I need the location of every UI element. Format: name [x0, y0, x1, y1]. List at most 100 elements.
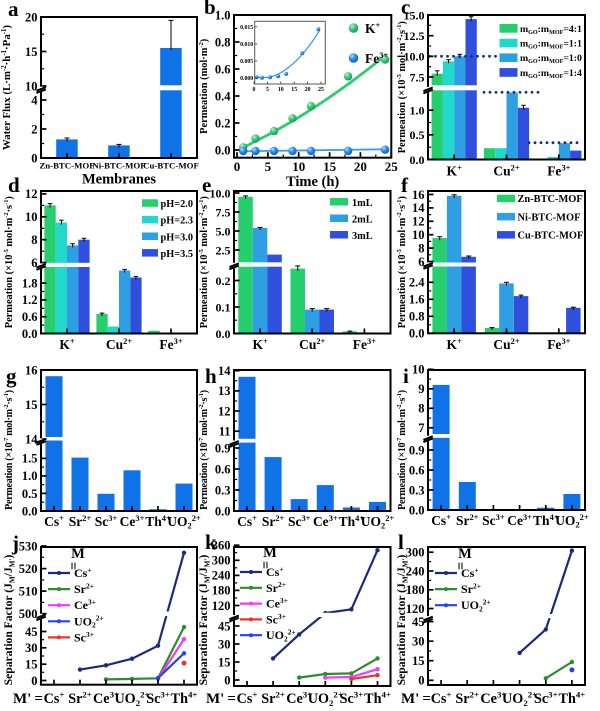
svg-text:Cu-BTC-MOF: Cu-BTC-MOF: [518, 231, 584, 242]
svg-text:10: 10: [412, 228, 425, 242]
svg-text:0.8: 0.8: [215, 35, 231, 49]
svg-text:Ni-BTC-MOF: Ni-BTC-MOF: [92, 161, 145, 171]
svg-text:pH=3.5: pH=3.5: [161, 249, 193, 260]
svg-text:3mL: 3mL: [352, 231, 373, 242]
svg-text:Cs+​: Cs+​: [44, 514, 64, 529]
svg-text:15.0: 15.0: [404, 8, 425, 22]
svg-text:h: h: [205, 364, 217, 388]
svg-text:0: 0: [31, 151, 37, 165]
svg-text:300: 300: [406, 546, 425, 560]
svg-text:1.6: 1.6: [409, 293, 425, 307]
svg-text:180: 180: [406, 583, 425, 597]
svg-text:2.4: 2.4: [409, 276, 425, 290]
svg-text:7.5: 7.5: [410, 70, 425, 84]
svg-text:c: c: [401, 0, 410, 19]
svg-text:30: 30: [25, 641, 38, 655]
svg-text:14: 14: [25, 432, 38, 446]
svg-text:180: 180: [212, 584, 231, 598]
svg-text:7.5: 7.5: [216, 205, 231, 219]
svg-text:14: 14: [412, 201, 425, 215]
svg-text:0.005: 0.005: [240, 59, 253, 65]
svg-text:Permeation (×10-7​ mol·m-2​·s-: Permeation (×10-7​ mol·m-2​·s-1​): [3, 390, 15, 510]
svg-text:16: 16: [25, 363, 38, 377]
svg-text:4: 4: [31, 93, 38, 107]
svg-text:0.0: 0.0: [22, 504, 38, 518]
svg-text:0.2: 0.2: [216, 274, 231, 288]
svg-text:12.5: 12.5: [404, 29, 425, 43]
svg-text:12: 12: [412, 215, 425, 229]
svg-text:8: 8: [418, 241, 424, 255]
svg-text:Separation Factor (JM​/JM'​): Separation Factor (JM​/JM'​): [197, 555, 211, 686]
svg-text:0.2: 0.2: [215, 116, 231, 130]
svg-text:=: =: [259, 561, 275, 569]
svg-text:pH=3.0: pH=3.0: [161, 232, 193, 243]
svg-text:30: 30: [218, 637, 231, 651]
svg-text:0.0: 0.0: [409, 503, 425, 517]
svg-text:360: 360: [212, 539, 231, 553]
svg-text:2mL: 2mL: [352, 214, 373, 225]
svg-text:Cs+​: Cs+​: [266, 564, 284, 579]
svg-text:0: 0: [234, 159, 241, 174]
svg-text:300: 300: [212, 554, 231, 568]
svg-text:5.0: 5.0: [216, 224, 231, 238]
svg-text:0.5: 0.5: [410, 128, 425, 142]
svg-text:0.5: 0.5: [22, 487, 38, 501]
svg-text:M' =: M' =: [206, 691, 236, 707]
svg-text:Cs+​: Cs+​: [431, 513, 451, 528]
svg-text:Cs+​: Cs+​: [74, 565, 92, 580]
svg-text:20: 20: [25, 10, 38, 24]
svg-text:0.9: 0.9: [409, 443, 425, 457]
svg-text:8: 8: [418, 402, 424, 416]
svg-text:240: 240: [212, 569, 231, 583]
svg-text:11: 11: [219, 425, 231, 439]
svg-text:Cs+​: Cs+​: [431, 690, 452, 707]
svg-text:13: 13: [218, 384, 231, 398]
svg-text:10.0: 10.0: [404, 50, 425, 64]
svg-text:i: i: [403, 364, 409, 388]
svg-text:2: 2: [31, 122, 37, 136]
svg-text:5: 5: [265, 159, 272, 174]
svg-text:0.1: 0.1: [216, 300, 231, 314]
svg-text:0.000: 0.000: [240, 76, 253, 82]
svg-text:k: k: [205, 530, 217, 554]
svg-text:M: M: [71, 546, 85, 562]
svg-text:0.6: 0.6: [215, 462, 231, 476]
svg-text:M' =: M' =: [401, 691, 431, 707]
svg-text:Permeation (×10-5​ mol·m-2​·s-: Permeation (×10-5​ mol·m-2​·s-1​): [198, 196, 210, 328]
svg-text:Time (h): Time (h): [286, 174, 339, 190]
svg-text:Permeation (×10-7​ mol·m-2​·s-: Permeation (×10-7​ mol·m-2​·s-1​): [396, 390, 408, 510]
svg-text:510: 510: [19, 584, 38, 598]
svg-text:25: 25: [385, 159, 399, 174]
svg-text:0.3: 0.3: [409, 483, 425, 497]
svg-text:0.3: 0.3: [215, 483, 231, 497]
svg-text:M: M: [263, 545, 277, 561]
svg-text:12: 12: [218, 404, 231, 418]
svg-text:0.6: 0.6: [409, 463, 425, 477]
svg-text:Permeation (×10-5​ mol·m-2​·s-: Permeation (×10-5​ mol·m-2​·s-1​): [3, 196, 15, 328]
svg-text:520: 520: [19, 562, 38, 576]
svg-text:25: 25: [318, 87, 324, 93]
svg-text:0.0: 0.0: [410, 153, 425, 167]
svg-text:1.5: 1.5: [22, 452, 38, 466]
svg-text:500: 500: [19, 607, 38, 621]
svg-text:15: 15: [412, 654, 425, 668]
svg-text:5: 5: [266, 87, 269, 93]
svg-text:20: 20: [305, 87, 311, 93]
svg-text:10: 10: [25, 79, 38, 93]
svg-text:9: 9: [418, 382, 424, 396]
svg-text:Membranes: Membranes: [82, 172, 156, 188]
svg-text:10: 10: [278, 87, 284, 93]
svg-text:1.8: 1.8: [22, 276, 38, 290]
svg-text:Permeation (×10-5​ mol·m-2​·s-: Permeation (×10-5​ mol·m-2​·s-1​): [396, 196, 408, 328]
svg-text:15: 15: [291, 87, 297, 93]
svg-text:0.9: 0.9: [215, 441, 231, 455]
svg-text:M: M: [458, 546, 472, 562]
svg-text:0.6: 0.6: [22, 310, 38, 324]
svg-text:1.0: 1.0: [215, 8, 231, 22]
svg-text:1.0: 1.0: [410, 104, 425, 118]
svg-text:16: 16: [412, 188, 425, 202]
svg-text:2.5: 2.5: [216, 243, 231, 257]
svg-text:j: j: [11, 531, 19, 555]
svg-text:15: 15: [218, 655, 231, 669]
svg-text:Zn-BTC-MOF: Zn-BTC-MOF: [518, 194, 583, 205]
